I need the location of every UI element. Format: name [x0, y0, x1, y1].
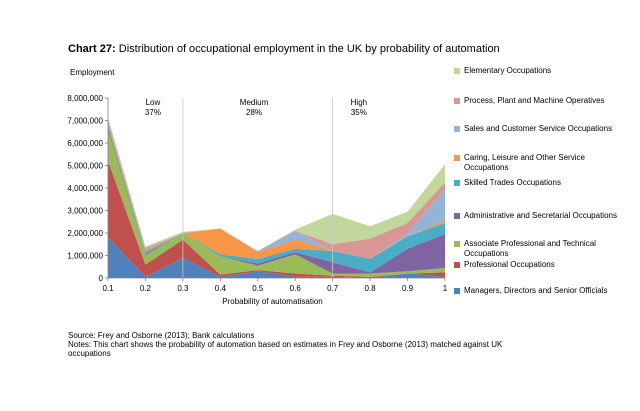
annotation-label-2-0: High [351, 98, 367, 107]
y-tick-label-7: 7,000,000 [67, 117, 103, 126]
chart-title-prefix: Chart 27: [68, 43, 116, 55]
y-tick-label-8: 8,000,000 [67, 94, 103, 103]
x-tick-label-0: 0.1 [102, 284, 114, 293]
legend-swatch-0 [454, 68, 460, 74]
x-tick-label-6: 0.7 [327, 284, 339, 293]
annotation-label-0-0: Low [146, 98, 161, 107]
legend-label-6: Associate Professional and Technical Occ… [464, 239, 596, 258]
y-tick-label-2: 2,000,000 [67, 229, 103, 238]
legend-label-2: Sales and Customer Service Occupations [464, 124, 613, 133]
y-tick-label-4: 4,000,000 [67, 184, 103, 193]
chart-footer: Source: Frey and Osborne (2013); Bank ca… [68, 331, 538, 358]
area-series-3 [108, 127, 445, 274]
legend-swatch-1 [454, 98, 460, 104]
legend-label-4: Skilled Trades Occupations [464, 178, 561, 187]
chart-title: Chart 27: Distribution of occupational e… [68, 43, 500, 55]
x-tick-label-5: 0.6 [290, 284, 302, 293]
area-series-0 [108, 237, 445, 278]
annotation-label-1-1: 28% [246, 108, 262, 117]
y-axis-title: Employment [70, 68, 115, 77]
x-axis-title: Probability of automatisation [222, 297, 323, 306]
legend-swatch-8 [454, 288, 460, 294]
legend-swatch-2 [454, 126, 460, 132]
y-tick-label-3: 3,000,000 [67, 207, 103, 216]
legend-label-3: Caring, Leisure and Other Service Occupa… [464, 153, 585, 172]
notes-text: Notes: This chart shows the probability … [68, 340, 503, 358]
source-note: Source: Frey and Osborne (2013); Bank ca… [68, 331, 255, 340]
annotation-label-2-1: 35% [351, 108, 367, 117]
x-tick-label-4: 0.5 [252, 284, 264, 293]
x-tick-label-3: 0.4 [215, 284, 227, 293]
x-tick-label-8: 0.9 [402, 284, 414, 293]
legend-swatch-4 [454, 180, 460, 186]
chart-title-text: Distribution of occupational employment … [118, 43, 500, 55]
legend-swatch-6 [454, 241, 460, 247]
x-tick-label-9: 1 [443, 284, 448, 293]
y-tick-label-0: 0 [99, 274, 104, 283]
y-tick-label-5: 5,000,000 [67, 162, 103, 171]
x-tick-label-7: 0.8 [365, 284, 377, 293]
annotation-label-0-1: 37% [145, 108, 161, 117]
area-series-1 [108, 161, 445, 278]
legend-swatch-7 [454, 262, 460, 268]
legend-label-1: Process, Plant and Machine Operatives [464, 96, 605, 105]
y-tick-label-1: 1,000,000 [67, 252, 103, 261]
legend-label-5: Administrative and Secretarial Occupatio… [464, 211, 617, 220]
x-tick-label-2: 0.3 [177, 284, 189, 293]
area-series-2 [108, 129, 445, 277]
y-tick-label-6: 6,000,000 [67, 139, 103, 148]
area-series-7 [108, 119, 445, 259]
legend-label-8: Managers, Directors and Senior Officials [464, 286, 608, 295]
legend-label-7: Professional Occupations [464, 260, 555, 269]
legend-label-0: Elementary Occupations [464, 66, 552, 75]
x-tick-label-1: 0.2 [140, 284, 152, 293]
annotation-label-1-0: Medium [240, 98, 269, 107]
legend-swatch-3 [454, 155, 460, 161]
legend-swatch-5 [454, 213, 460, 219]
